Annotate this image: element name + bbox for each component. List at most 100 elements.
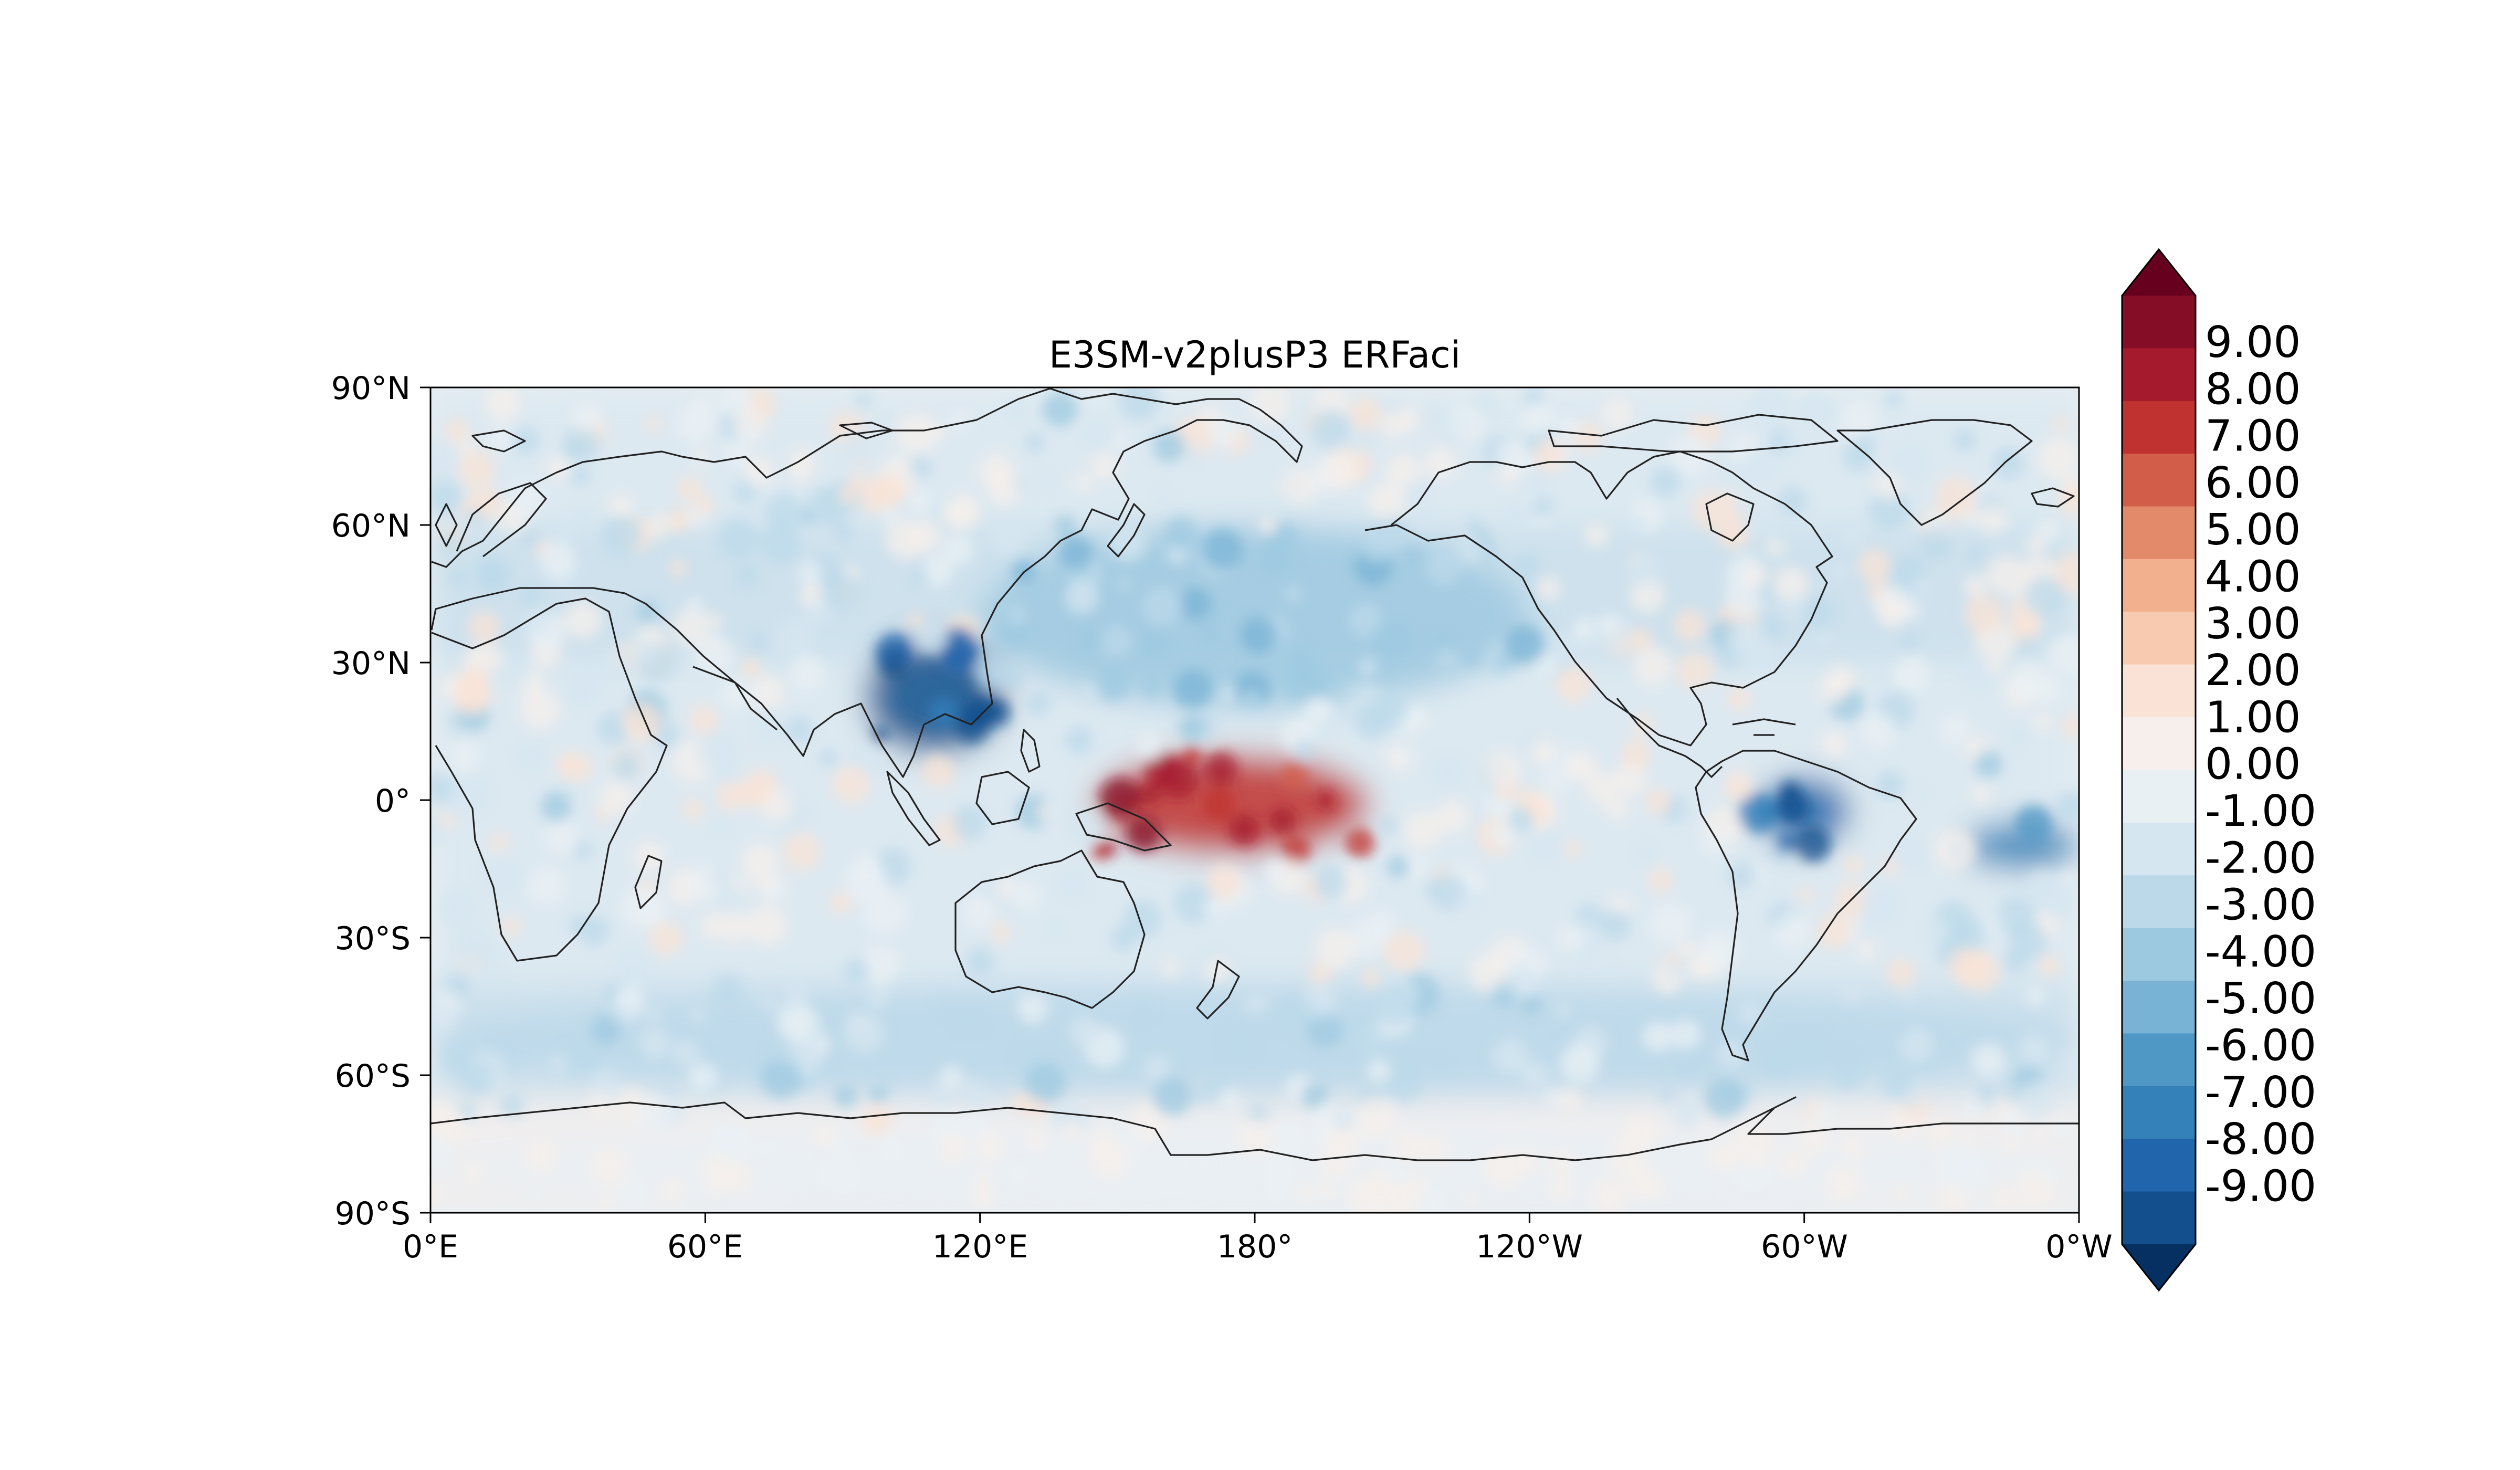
anomaly-speckle	[783, 833, 821, 870]
anomaly-speckle	[1600, 614, 1620, 634]
anomaly-speckle	[834, 1085, 857, 1108]
anomaly-speckle	[659, 1178, 684, 1203]
anomaly-speckle	[636, 1095, 675, 1133]
anomaly-speckle	[1819, 675, 1848, 704]
anomaly-speckle	[1898, 983, 1918, 1003]
colorbar-band	[2122, 401, 2196, 454]
anomaly-speckle	[462, 646, 490, 674]
y-tick-label: 90°S	[335, 1195, 411, 1232]
anomaly-speckle	[528, 867, 565, 905]
anomaly-speckle	[1416, 507, 1438, 529]
anomaly-speckle	[1671, 1096, 1703, 1128]
anomaly-speckle	[1508, 806, 1534, 833]
anomaly-speckle	[1368, 483, 1406, 521]
anomaly-speckle	[1625, 551, 1661, 586]
anomaly-speckle	[1548, 1149, 1574, 1175]
anomaly-speckle	[1042, 391, 1078, 427]
x-tick-label: 0°W	[2045, 1228, 2113, 1265]
anomaly-speckle	[1240, 616, 1277, 654]
anomaly-speckle	[908, 490, 931, 513]
anomaly-speckle	[954, 708, 990, 743]
anomaly-speckle	[707, 613, 723, 629]
colorbar-band	[2122, 1139, 2196, 1192]
y-tick-label: 0°	[375, 783, 411, 820]
anomaly-speckle	[1074, 473, 1093, 492]
colorbar-label: 7.00	[2205, 412, 2301, 461]
anomaly-speckle	[1220, 686, 1236, 702]
anomaly-speckle	[1520, 1060, 1551, 1091]
anomaly-speckle	[646, 513, 673, 539]
colorbar-band	[2122, 664, 2196, 718]
anomaly-speckle	[838, 486, 857, 506]
anomaly-speckle	[572, 402, 603, 433]
anomaly-speckle	[1468, 954, 1506, 992]
colorbar-band	[2122, 1033, 2196, 1087]
anomaly-speckle	[686, 597, 702, 613]
anomaly-speckle	[1100, 625, 1133, 657]
anomaly-speckle	[1513, 553, 1539, 580]
anomaly-speckle	[438, 1109, 467, 1138]
anomaly-speckle	[1987, 659, 2003, 675]
anomaly-speckle	[776, 1001, 816, 1041]
anomaly-speckle	[1308, 962, 1332, 987]
anomaly-speckle	[805, 600, 832, 626]
anomaly-speckle	[1158, 758, 1199, 799]
anomaly-speckle	[2014, 805, 2053, 843]
anomaly-speckle	[1940, 715, 1970, 744]
colorbar-band	[2122, 454, 2196, 507]
anomaly-speckle	[1699, 931, 1738, 970]
anomaly-speckle	[1691, 490, 1729, 529]
anomaly-speckle	[832, 765, 870, 803]
anomaly-speckle	[1948, 947, 1986, 985]
anomaly-speckle	[1899, 1027, 1935, 1063]
coastline-borneo	[975, 771, 1030, 825]
anomaly-speckle	[1179, 587, 1211, 620]
anomaly-speckle	[1868, 488, 1910, 531]
anomaly-speckle	[1054, 515, 1076, 537]
anomaly-speckle	[1356, 1097, 1398, 1138]
anomaly-speckle	[1520, 993, 1542, 1015]
anomaly-speckle	[1406, 706, 1429, 728]
anomaly-speckle	[1629, 578, 1665, 613]
anomaly-speckle	[439, 533, 462, 555]
anomaly-speckle	[1273, 1120, 1305, 1152]
anomaly-speckle	[1203, 898, 1223, 918]
anomaly-speckle	[1402, 547, 1425, 569]
anomaly-speckle	[1063, 1121, 1080, 1139]
anomaly-speckle	[635, 895, 667, 927]
anomaly-speckle	[1798, 887, 1814, 903]
anomaly-speckle	[1345, 680, 1363, 699]
anomaly-speckle	[1193, 1087, 1210, 1104]
anomaly-speckle	[830, 892, 852, 915]
anomaly-speckle	[760, 521, 801, 563]
anomaly-speckle	[1009, 1164, 1028, 1184]
coastline-caribbean	[1732, 718, 1796, 736]
anomaly-speckle	[1953, 428, 1977, 452]
anomaly-speckle	[2059, 484, 2079, 516]
anomaly-speckle	[906, 519, 941, 553]
anomaly-speckle	[1758, 649, 1776, 667]
anomaly-speckle	[2002, 1110, 2028, 1135]
anomaly-speckle	[1367, 1059, 1391, 1083]
anomaly-speckle	[1101, 841, 1117, 857]
anomaly-speckle	[1490, 820, 1516, 847]
anomaly-speckle	[1391, 1130, 1426, 1164]
anomaly-speckle	[602, 516, 641, 555]
colorbar-label: 5.00	[2205, 505, 2301, 555]
anomaly-speckle	[667, 508, 692, 533]
anomaly-speckle	[1929, 1119, 1953, 1143]
anomaly-speckle	[758, 1138, 778, 1158]
anomaly-speckle	[736, 425, 755, 445]
anomaly-speckle	[1971, 1043, 2006, 1078]
anomaly-speckle	[1200, 625, 1220, 646]
anomaly-speckle	[1498, 500, 1526, 528]
anomaly-speckle	[1962, 1097, 1982, 1118]
colorbar-label: 6.00	[2205, 458, 2301, 508]
anomaly-speckle	[1794, 825, 1831, 863]
anomaly-speckle	[1971, 784, 1991, 804]
anomaly-speckle	[1316, 1179, 1337, 1201]
colorbar-label: 9.00	[2205, 318, 2301, 368]
anomaly-speckle	[445, 418, 470, 444]
anomaly-speckle	[821, 572, 859, 610]
anomaly-speckle	[430, 773, 454, 804]
